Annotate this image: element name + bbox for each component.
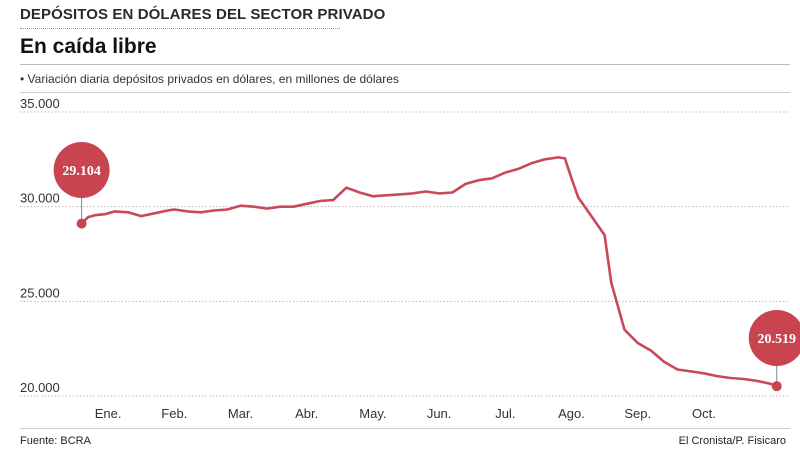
x-tick-label: Jul. [495, 406, 515, 421]
callouts: 29.104 20.519 [53, 142, 800, 392]
chart-subtitle: • Variación diaria depósitos privados en… [20, 72, 399, 86]
x-tick-label: May. [359, 406, 386, 421]
x-tick-label: Ago. [558, 406, 585, 421]
series-line [80, 156, 779, 388]
callout-bubble [53, 142, 110, 198]
source-note: Fuente: BCRA [20, 435, 91, 447]
kicker-divider [20, 28, 340, 29]
y-tick-label: 30.000 [20, 191, 60, 206]
x-axis-ticks: Ene. Feb. Mar. Abr. May. Jun. Jul. Ago. Sep. Oct. [95, 406, 716, 421]
x-tick-label: Abr. [295, 406, 318, 421]
callout-bubble [748, 310, 800, 366]
y-tick-label: 25.000 [20, 285, 60, 300]
x-tick-label: Feb. [161, 406, 187, 421]
x-tick-label: Sep. [624, 406, 651, 421]
y-axis-ticks: 35.000 30.000 25.000 20.000 [20, 96, 60, 395]
y-tick-label: 20.000 [20, 380, 60, 395]
x-tick-label: Oct. [692, 406, 716, 421]
series-endpoint [771, 381, 782, 392]
footer-divider [20, 428, 790, 429]
x-tick-label: Mar. [228, 406, 253, 421]
series-endpoint [76, 218, 87, 229]
grid-lines [20, 111, 790, 397]
x-tick-label: Ene. [95, 406, 122, 421]
chart-headline: En caída libre [20, 35, 157, 58]
credit-note: El Cronista/P. Fisicaro [678, 435, 786, 447]
chart-kicker: DEPÓSITOS EN DÓLARES DEL SECTOR PRIVADO [20, 6, 386, 23]
callout-label: 20.519 [758, 332, 797, 347]
callout-label: 29.104 [62, 164, 101, 179]
y-tick-label: 35.000 [20, 96, 60, 111]
x-tick-label: Jun. [427, 406, 452, 421]
subtitle-divider [20, 92, 790, 93]
headline-divider [20, 64, 790, 65]
